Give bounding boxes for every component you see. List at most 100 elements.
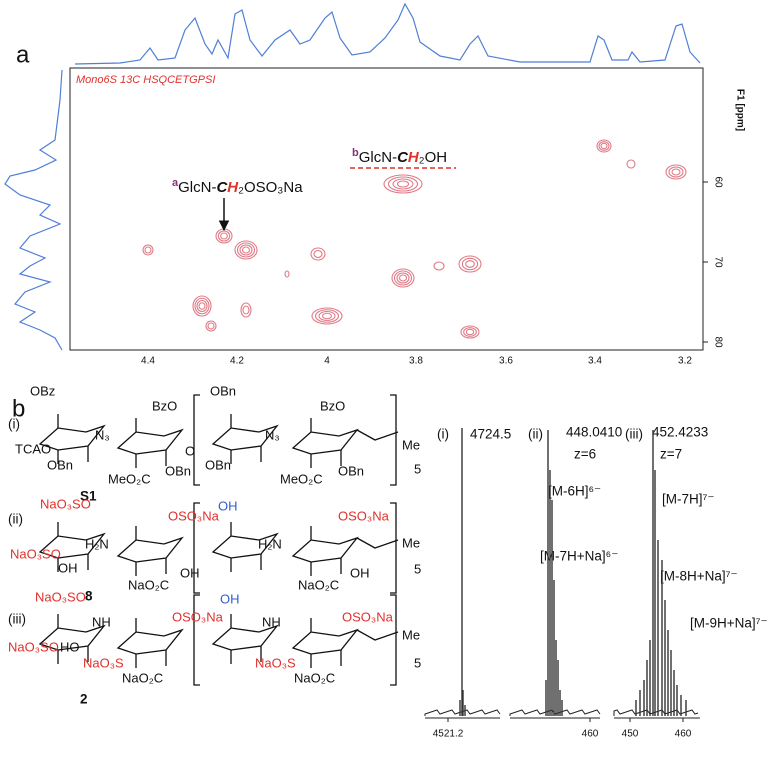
bracket [390,594,397,686]
group-label: OSO₃Na [338,508,390,523]
text: ₂OH [419,149,447,166]
bracket [390,502,397,594]
contour [310,247,326,261]
contour [144,246,152,254]
text: H [408,149,420,166]
contour [465,328,475,336]
contours [142,139,687,339]
group-label: OBn [47,457,73,472]
contour [463,327,477,337]
group-label: NaO₃SO [35,589,86,604]
group-label: BzO [320,398,345,413]
sugar-ring [117,417,183,469]
contour [242,305,250,315]
contour [396,272,410,284]
top-projection [74,2,701,65]
contour [398,274,408,282]
group-label: NaO₃S [255,655,296,670]
group-label: O [185,443,195,458]
compound-number: 2 [80,692,88,707]
group-label: 5 [414,561,421,576]
axis-label: 460 [675,729,692,740]
group-label: OBn [205,457,231,472]
contour [598,141,610,151]
sugar-ring [117,617,183,669]
structure-label: (i) [8,417,20,432]
spectrum-label: (iii) [625,427,643,442]
group-label: OH [58,560,78,575]
contour [196,299,208,313]
structures [39,394,399,686]
text: C [216,179,228,196]
contour [465,260,475,268]
group-label: NaO₃SO [10,546,61,561]
group-label: NaO₂C [128,577,169,592]
group-label: N₃ [265,427,280,442]
group-label: NaO₂C [298,577,339,592]
contour [220,232,228,240]
group-label: HO [60,639,80,654]
peak-label: 452.4233 [652,425,708,440]
group-label: Me [402,627,420,642]
contour [194,297,210,315]
annotation-a: aGlcN-CH₂OSO₃Na [172,177,303,196]
contour [318,310,336,322]
sugar-ring [117,525,183,577]
group-label: TCAO [15,441,51,456]
peak-label: [M-7H]⁷⁻ [662,492,715,507]
group-label: Me [402,437,420,452]
peak-label: 4724.5 [470,427,511,442]
contour [192,295,212,317]
bracket [390,394,397,486]
sugar-ring [292,617,358,669]
y-tick-label: 70 [712,256,723,268]
group-label: NaO₂C [122,670,163,685]
x-tick-label: 3.2 [678,356,692,367]
group-label: 5 [414,655,421,670]
plot-frame [69,67,704,351]
contour [626,159,636,169]
contour [393,270,413,286]
bond [356,629,399,641]
group-label: OSO₃Na [168,508,220,523]
x-tick-label: 3.4 [588,356,602,367]
group-label: H₂N [85,536,109,551]
structure-label: (ii) [8,512,23,527]
group-label: OH [350,565,370,580]
group-label: MeO₂C [108,471,151,486]
text: C [397,149,409,166]
group-label: OBn [165,463,191,478]
structure-labels: (i)S1OBzTCAOOBnN₃BzOMeO₂COBnOOBnOBnN₃BzO… [8,383,421,706]
peak-label: z=6 [574,447,596,462]
text: GlcN- [359,149,397,166]
annotation-b: bGlcN-CH₂OH [352,147,447,166]
y-axis-label: F1 [ppm] [734,89,745,131]
text: ₂OSO₃Na [238,179,303,196]
group-label: OSO₃Na [172,609,224,624]
axis-label: 460 [582,729,599,740]
bracket [193,594,200,686]
contour [600,142,608,150]
contour [311,307,343,325]
mass-spectra: (i) 4724.5 4521.2 (ii) 448.0410 z=6 [M-6H]⁶⁻ [M… [424,425,768,740]
compound-number: 8 [85,589,93,604]
bracket [193,394,200,486]
axis-label: 4521.2 [433,729,464,740]
peak-label: [M-7H+Na]⁶⁻ [540,549,618,564]
contour [314,309,340,323]
contour [391,268,415,288]
baseline-noise [509,709,601,716]
group-label: N₃ [95,427,110,442]
y-tick-label: 80 [712,336,723,348]
contour [198,302,206,310]
group-label: 5 [414,461,421,476]
spectrum-label: (i) [437,427,449,442]
group-label: OBn [210,383,236,398]
marker: b [352,147,359,159]
baseline-noise [424,709,501,716]
group-label: OBz [30,383,55,398]
contour [433,261,445,271]
contour [205,320,217,332]
group-label: NH [262,614,281,629]
group-label: Me [402,535,420,550]
